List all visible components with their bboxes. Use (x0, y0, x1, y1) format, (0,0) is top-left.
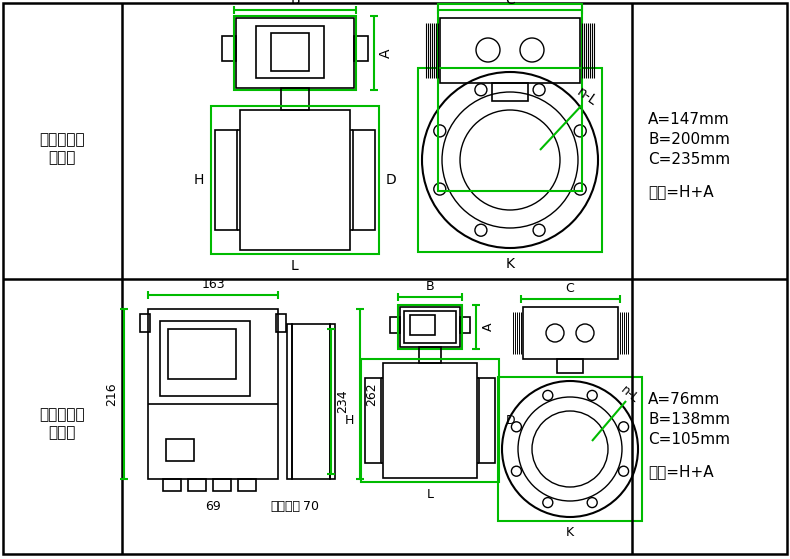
Bar (213, 479, 231, 491)
Text: D: D (506, 414, 516, 427)
Bar (390, 317, 400, 333)
Bar (215, 130, 237, 230)
Bar (410, 315, 435, 335)
Bar (234, 16, 356, 90)
Text: 262: 262 (366, 382, 378, 406)
Text: 70: 70 (303, 500, 319, 514)
Text: A: A (481, 323, 495, 331)
Text: A=76mm: A=76mm (648, 392, 720, 408)
Bar (404, 311, 456, 343)
Bar (211, 106, 379, 254)
Text: B=200mm: B=200mm (648, 132, 730, 148)
Bar (492, 83, 528, 101)
Text: n-L: n-L (574, 85, 600, 109)
Bar (361, 359, 499, 482)
Text: 234: 234 (337, 390, 349, 413)
Bar (383, 363, 477, 478)
Bar (236, 18, 354, 88)
Bar (398, 305, 462, 349)
Bar (354, 36, 368, 61)
Text: K: K (506, 257, 514, 271)
Bar (166, 439, 194, 461)
Text: 163: 163 (201, 278, 225, 291)
Text: 电磁流量计: 电磁流量计 (40, 132, 85, 148)
Text: n-L: n-L (619, 384, 641, 406)
Text: B: B (290, 0, 300, 7)
Bar (330, 324, 335, 479)
Bar (148, 309, 278, 479)
Text: 216: 216 (106, 382, 118, 406)
Text: L: L (292, 259, 299, 273)
Text: C=235mm: C=235mm (648, 153, 730, 168)
Bar (238, 479, 256, 491)
Bar (419, 347, 441, 363)
Bar (418, 68, 602, 252)
Text: C=105mm: C=105mm (648, 433, 730, 448)
Text: K: K (566, 527, 574, 539)
Bar (498, 377, 642, 521)
Text: D: D (386, 173, 397, 187)
Bar (222, 36, 236, 61)
Bar (163, 479, 181, 491)
Bar (365, 378, 381, 463)
Text: 分体表头: 分体表头 (270, 500, 300, 514)
Text: L: L (427, 487, 434, 500)
Bar (353, 130, 375, 230)
Bar (160, 321, 250, 396)
Text: A=147mm: A=147mm (648, 112, 730, 127)
Text: B=138mm: B=138mm (648, 413, 730, 428)
Text: H: H (194, 173, 204, 187)
Text: B: B (426, 281, 434, 293)
Bar (292, 324, 330, 479)
Bar (557, 359, 583, 373)
Text: 电磁流量计: 电磁流量计 (40, 408, 85, 423)
Bar (287, 324, 292, 479)
Bar (168, 329, 236, 379)
Text: C: C (505, 0, 515, 7)
Bar (240, 110, 350, 250)
Text: 一体型: 一体型 (48, 150, 76, 165)
Bar (276, 314, 286, 332)
Bar (281, 88, 309, 110)
Bar (440, 18, 580, 83)
Bar (140, 314, 150, 332)
Bar (188, 479, 206, 491)
Text: H: H (344, 414, 354, 427)
Text: 69: 69 (205, 500, 221, 514)
Text: C: C (566, 282, 574, 296)
Text: 分体型: 分体型 (48, 425, 76, 440)
Text: 总高=H+A: 总高=H+A (648, 184, 713, 200)
Bar (523, 307, 618, 359)
Bar (438, 4, 582, 191)
Bar (256, 26, 324, 78)
Bar (271, 33, 309, 71)
Text: 总高=H+A: 总高=H+A (648, 465, 713, 480)
Text: A: A (379, 48, 393, 58)
Bar (479, 378, 495, 463)
Bar (460, 317, 470, 333)
Bar (400, 307, 460, 347)
